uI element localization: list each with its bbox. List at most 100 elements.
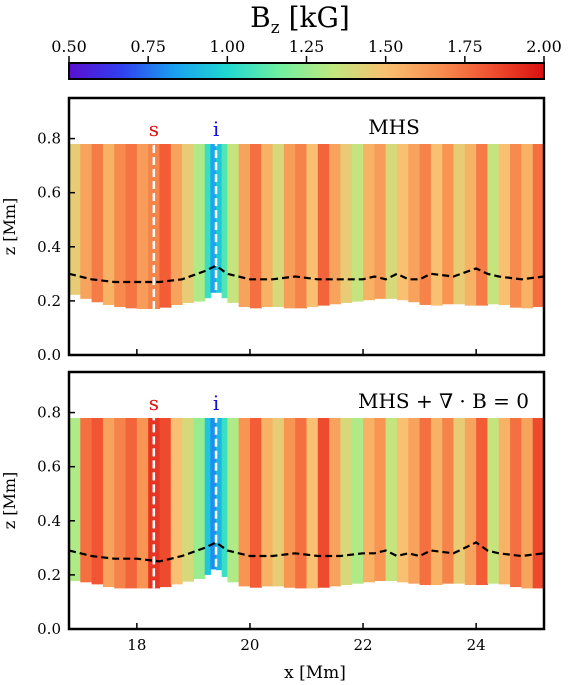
heatmap-cell — [295, 417, 308, 589]
x-tick-label: 20 — [240, 636, 259, 654]
panel-title: MHS — [368, 115, 420, 139]
heatmap-cell — [182, 417, 195, 582]
colorbar-gradient — [68, 62, 545, 80]
y-tick-label: 0.8 — [37, 130, 61, 148]
heatmap-cell — [272, 417, 285, 587]
heatmap-cell — [249, 417, 262, 588]
heatmap-cell — [498, 417, 511, 585]
heatmap-cell — [80, 143, 93, 299]
heatmap-cell — [238, 417, 251, 587]
colorbar-tick-label: 1.25 — [289, 37, 325, 56]
heatmap-cell — [136, 417, 149, 589]
heatmap-cell — [430, 143, 443, 306]
heatmap-cell — [317, 143, 330, 306]
heatmap-cell — [283, 143, 296, 309]
heatmap-cell — [249, 143, 262, 309]
axes-frame — [67, 96, 546, 357]
heatmap-cell — [272, 143, 285, 307]
heatmap-cell — [80, 417, 93, 583]
heatmap-cell — [351, 417, 364, 584]
heatmap-cell — [329, 417, 342, 587]
heatmap-cell — [510, 143, 522, 308]
heatmap-cell — [159, 143, 172, 308]
heatmap-cell — [114, 417, 127, 589]
heatmap-cell — [261, 143, 274, 307]
heatmap-cell — [487, 143, 500, 305]
heatmap-cell — [125, 417, 138, 589]
marker-label-s: s — [149, 391, 159, 415]
heatmap-cell — [216, 417, 223, 571]
axes-frame — [67, 370, 546, 631]
heatmap-cell — [453, 143, 466, 305]
heatmap-cell — [532, 143, 544, 307]
heatmap-cell — [204, 143, 211, 299]
y-tick-label: 0.0 — [37, 620, 61, 638]
heatmap-cell — [396, 417, 409, 583]
heatmap-cell — [408, 143, 421, 303]
heatmap-cell — [295, 143, 308, 309]
colorbar-tick-label: 1.75 — [447, 37, 483, 56]
heatmap-cell — [102, 143, 115, 305]
heatmap-cell — [374, 143, 387, 299]
heatmap-cell — [385, 143, 398, 299]
heatmap-cell — [340, 143, 353, 303]
heatmap-cell — [374, 417, 387, 581]
y-tick-label: 0.6 — [37, 184, 61, 202]
heatmap-cell — [385, 417, 398, 581]
heatmap-cell — [317, 417, 330, 588]
heatmap-cell — [464, 143, 477, 306]
heatmap-cell — [170, 417, 183, 585]
colorbar-tick-label: 0.50 — [51, 37, 87, 56]
heatmap-cell — [419, 143, 432, 305]
heatmap-cell — [204, 417, 211, 575]
heatmap-cell — [306, 417, 319, 589]
heatmap-cell — [363, 143, 375, 301]
heatmap-cell — [69, 143, 81, 295]
colorbar: 0.50 0.75 1.00 1.25 1.50 1.75 2.00 — [51, 37, 562, 80]
marker-label-s: s — [149, 117, 159, 141]
heatmap-cell — [114, 143, 127, 307]
y-tick-label: 0.6 — [37, 458, 61, 476]
heatmap-cell — [148, 143, 161, 310]
x-axis-label: x [Mm] — [284, 663, 346, 683]
heatmap-cell — [476, 143, 489, 306]
heatmap-cell — [442, 417, 455, 584]
y-tick-label: 0.4 — [37, 238, 61, 256]
heatmap-cell — [430, 417, 443, 586]
heatmap-cell — [238, 143, 251, 307]
heatmap-cell — [419, 417, 432, 586]
heatmap-cell — [363, 417, 375, 583]
heatmap — [69, 143, 544, 310]
heatmap-cell — [340, 417, 353, 586]
y-tick-label: 0.4 — [37, 512, 61, 530]
heatmap-cell — [487, 417, 500, 584]
heatmap-cell — [182, 143, 195, 303]
tau-contour-line — [69, 264, 544, 284]
heatmap-cell — [283, 417, 296, 588]
panel-mhs: s i MHS 0.0 0.2 0.4 0.6 0.8 z [Mm] — [0, 96, 546, 364]
colorbar-tick-label: 1.00 — [210, 37, 246, 56]
heatmap-cell — [91, 143, 104, 303]
colorbar-ticks: 0.50 0.75 1.00 1.25 1.50 1.75 2.00 — [51, 37, 562, 63]
heatmap-cell — [261, 417, 274, 587]
heatmap-cell — [442, 143, 455, 305]
heatmap-cell — [408, 417, 421, 584]
colorbar-tick-label: 1.50 — [368, 37, 404, 56]
heatmap-cell — [453, 417, 466, 584]
heatmap-cell — [102, 417, 115, 588]
heatmap-cell — [498, 143, 511, 305]
x-tick-label: 24 — [467, 636, 486, 654]
heatmap-cell — [521, 417, 534, 589]
marker-label-i: i — [213, 117, 219, 141]
heatmap-cell — [532, 417, 544, 589]
heatmap-cell — [351, 143, 364, 302]
heatmap-cell — [221, 417, 228, 577]
heatmap-cell — [91, 417, 104, 585]
y-tick-label: 0.2 — [37, 566, 61, 584]
heatmap — [69, 417, 544, 589]
heatmap-cell — [476, 417, 489, 586]
heatmap-cell — [329, 143, 342, 305]
tau-contour-line — [69, 541, 544, 563]
heatmap-cell — [170, 143, 183, 305]
